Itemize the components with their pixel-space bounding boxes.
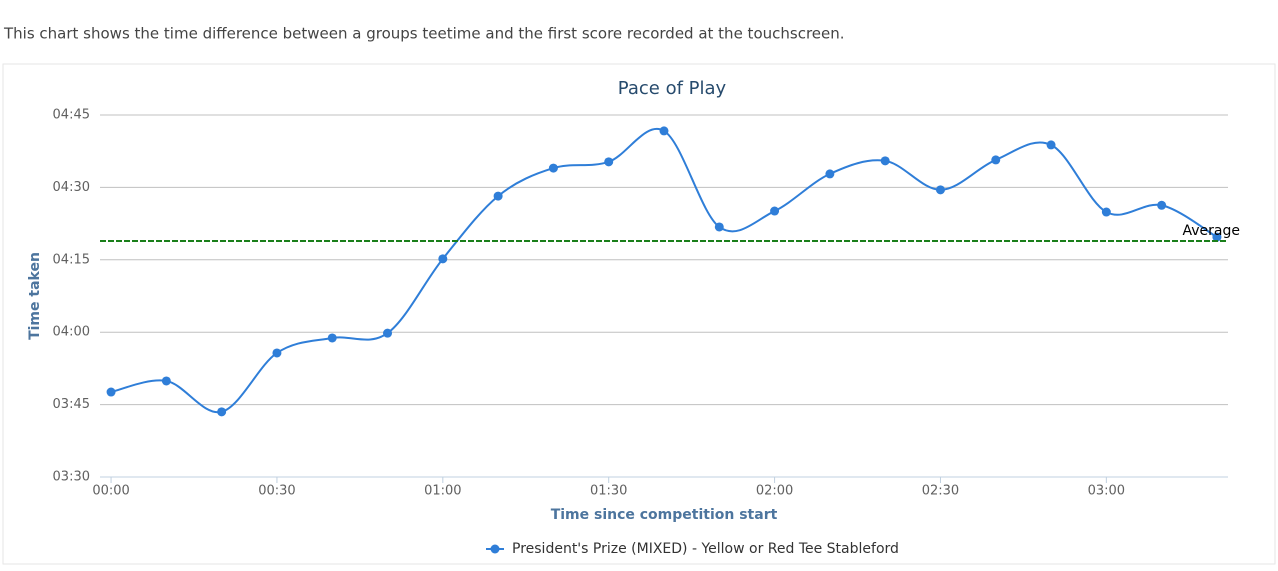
data-point <box>161 376 171 386</box>
data-point <box>493 191 503 201</box>
data-point <box>935 185 945 195</box>
data-point <box>604 157 614 167</box>
y-tick-label: 04:15 <box>53 252 90 267</box>
data-point <box>272 348 282 358</box>
x-tick-label: 02:30 <box>922 484 959 499</box>
legend-marker <box>490 544 500 554</box>
series-line <box>110 127 1218 414</box>
data-point <box>770 206 780 216</box>
x-axis-label: Time since competition start <box>551 507 778 523</box>
data-point <box>880 156 890 166</box>
y-axis-label: Time taken <box>27 252 43 340</box>
data-point <box>217 407 227 417</box>
x-tick-label: 03:00 <box>1088 484 1125 499</box>
data-point <box>383 328 393 338</box>
data-point <box>106 387 116 397</box>
data-point <box>659 126 669 136</box>
y-tick-label: 03:45 <box>53 397 90 412</box>
data-point <box>548 163 558 173</box>
data-point <box>1212 232 1222 242</box>
chart-frame <box>2 63 1276 565</box>
average-label: Average <box>1183 223 1241 239</box>
data-point <box>1157 200 1167 210</box>
data-point <box>1046 140 1056 150</box>
x-tick-label: 01:30 <box>590 484 627 499</box>
data-point <box>1101 207 1111 217</box>
y-tick-label: 04:45 <box>53 108 90 123</box>
data-point <box>438 254 448 264</box>
legend-label: President's Prize (MIXED) - Yellow or Re… <box>512 541 899 557</box>
description: This chart shows the time difference bet… <box>3 25 845 43</box>
data-point <box>991 155 1001 165</box>
x-tick-label: 01:00 <box>424 484 461 499</box>
x-tick-label: 00:30 <box>258 484 295 499</box>
chart-title: Pace of Play <box>618 78 727 99</box>
data-point <box>327 333 337 343</box>
data-point <box>825 169 835 179</box>
y-tick-label: 04:30 <box>53 180 90 195</box>
y-tick-label: 04:00 <box>53 325 90 340</box>
y-tick-label: 03:30 <box>53 470 90 485</box>
x-tick-label: 02:00 <box>756 484 793 499</box>
x-tick-label: 00:00 <box>92 484 129 499</box>
data-point <box>714 222 724 232</box>
